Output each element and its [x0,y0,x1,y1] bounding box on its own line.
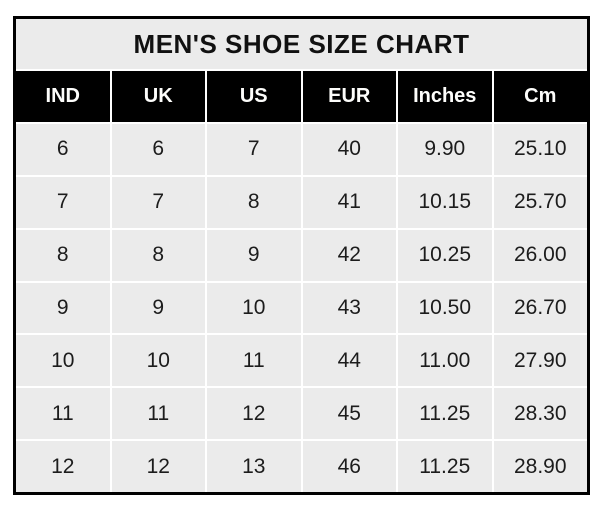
table-cell: 7 [111,176,205,228]
table-cell: 12 [16,441,110,492]
chart-title: MEN'S SHOE SIZE CHART [16,19,587,69]
table-cell: 9 [207,229,301,281]
shoe-size-table: MEN'S SHOE SIZE CHART IND UK US EUR Inches Cm… [16,19,587,492]
table-cell: 12 [207,388,301,440]
table-cell: 28.30 [493,388,587,440]
table-cell: 10 [207,282,301,334]
table-cell: 9.90 [398,124,492,175]
table-cell: 10 [111,335,205,387]
table-cell: 11 [16,388,110,440]
table-cell: 26.70 [493,282,587,334]
table-cell: 45 [302,388,396,440]
table-cell: 27.90 [493,335,587,387]
table-cell: 46 [302,441,396,492]
table-cell: 7 [207,124,301,175]
column-header-cm: Cm [493,71,587,122]
table-cell: 26.00 [493,229,587,281]
table-cell: 44 [302,335,396,387]
table-cell: 8 [16,229,110,281]
table-cell: 8 [111,229,205,281]
column-header-inches: Inches [398,71,492,122]
shoe-size-chart: MEN'S SHOE SIZE CHART IND UK US EUR Inches Cm… [13,16,590,495]
table-cell: 6 [111,124,205,175]
table-cell: 12 [111,441,205,492]
table-cell: 11 [111,388,205,440]
column-header-eur: EUR [302,71,396,122]
table-cell: 42 [302,229,396,281]
table-cell: 13 [207,441,301,492]
table-cell: 8 [207,176,301,228]
table-cell: 10.50 [398,282,492,334]
table-cell: 10.15 [398,176,492,228]
table-cell: 9 [111,282,205,334]
table-cell: 11.25 [398,388,492,440]
table-cell: 10 [16,335,110,387]
table-cell: 10.25 [398,229,492,281]
table-cell: 11 [207,335,301,387]
column-header-us: US [207,71,301,122]
table-cell: 6 [16,124,110,175]
table-cell: 9 [16,282,110,334]
table-cell: 25.10 [493,124,587,175]
column-header-uk: UK [111,71,205,122]
table-cell: 41 [302,176,396,228]
table-cell: 40 [302,124,396,175]
table-cell: 25.70 [493,176,587,228]
table-cell: 7 [16,176,110,228]
column-header-ind: IND [16,71,110,122]
table-cell: 11.00 [398,335,492,387]
table-cell: 28.90 [493,441,587,492]
table-cell: 43 [302,282,396,334]
table-cell: 11.25 [398,441,492,492]
